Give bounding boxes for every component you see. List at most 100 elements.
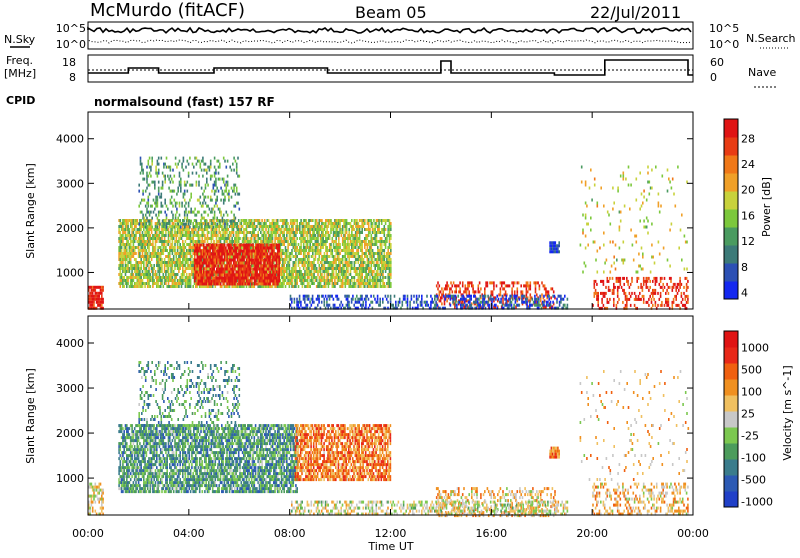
power-data-cell (316, 276, 318, 279)
power-data-cell (350, 237, 352, 240)
power-data-cell (133, 255, 135, 258)
power-data-cell (178, 240, 180, 243)
power-data-cell (185, 246, 187, 249)
power-data-cell (155, 166, 157, 169)
power-data-cell (164, 181, 166, 184)
power-data-cell (286, 237, 288, 240)
power-data-cell (175, 217, 177, 220)
power-data-cell (286, 219, 288, 222)
power-data-cell (233, 187, 235, 190)
power-data-cell (200, 163, 202, 166)
power-data-cell (213, 208, 215, 211)
power-data-cell (140, 172, 142, 175)
power-data-cell (361, 231, 363, 234)
power-data-cell (184, 199, 186, 202)
power-data-cell (165, 246, 167, 249)
power-data-cell (278, 271, 280, 274)
power-data-cell (224, 223, 226, 226)
power-data-cell (285, 285, 287, 288)
power-data-cell (359, 237, 361, 240)
power-data-cell (201, 187, 203, 190)
power-data-cell (146, 181, 148, 184)
power-data-cell (198, 184, 200, 187)
power-data-cell (233, 234, 235, 237)
power-data-cell (145, 214, 147, 217)
power-data-cell (181, 205, 183, 208)
power-data-cell (309, 285, 311, 288)
power-data-cell (118, 228, 120, 231)
power-data-cell (390, 228, 392, 231)
power-data-cell (190, 285, 192, 288)
power-data-cell (133, 273, 135, 276)
power-data-cell (386, 240, 388, 243)
power-data-cell (183, 157, 185, 160)
power-data-cell (220, 199, 222, 202)
power-data-cell (209, 226, 211, 229)
power-data-cell (205, 211, 207, 214)
power-data-cell (278, 259, 280, 262)
power-data-cell (376, 237, 378, 240)
power-data-cell (363, 264, 365, 267)
power-data-cell (164, 243, 166, 246)
power-data-cell (339, 243, 341, 246)
power-data-cell (278, 256, 280, 259)
power-data-cell (381, 222, 383, 225)
freq-tick-top: 18 (62, 56, 76, 69)
power-data-cell (187, 190, 189, 193)
power-data-cell (204, 234, 206, 237)
power-data-cell (163, 166, 165, 169)
power-data-cell (373, 261, 375, 264)
power-data-cell (214, 205, 216, 208)
power-data-cell (300, 246, 302, 249)
power-data-cell (203, 190, 205, 193)
power-data-cell (200, 202, 202, 205)
power-data-cell (313, 231, 315, 234)
power-data-cell (385, 285, 387, 288)
power-data-cell (281, 255, 283, 258)
power-data-cell (286, 270, 288, 273)
power-data-cell (377, 285, 379, 288)
power-data-cell (233, 169, 235, 172)
power-data-cell (355, 261, 357, 264)
power-data-cell (179, 214, 181, 217)
power-data-cell (358, 222, 360, 225)
power-data-cell (233, 190, 235, 193)
power-data-cell (219, 178, 221, 181)
power-data-cell (390, 258, 392, 261)
freq-unit: [MHz] (4, 67, 36, 80)
power-data-cell (226, 231, 228, 234)
power-data-cell (230, 262, 232, 265)
power-data-cell (365, 240, 367, 243)
power-data-cell (122, 261, 124, 264)
power-data-cell (206, 169, 208, 172)
power-data-cell (226, 166, 228, 169)
power-data-cell (335, 261, 337, 264)
power-data-cell (294, 222, 296, 225)
power-data-cell (282, 225, 284, 228)
power-data-cell (231, 187, 233, 190)
power-data-cell (177, 223, 179, 226)
power-data-cell (130, 234, 132, 237)
power-data-cell (217, 265, 219, 268)
power-data-cell (184, 217, 186, 220)
power-data-cell (165, 231, 167, 234)
power-data-cell (273, 250, 275, 253)
power-data-cell (226, 187, 228, 190)
power-data-cell (236, 163, 238, 166)
power-data-cell (320, 282, 322, 285)
power-data-cell (122, 264, 124, 267)
power-data-cell (164, 175, 166, 178)
power-data-cell (308, 282, 310, 285)
power-data-cell (218, 172, 220, 175)
power-data-cell (180, 226, 182, 229)
power-data-cell (322, 246, 324, 249)
power-data-cell (120, 231, 122, 234)
power-data-cell (324, 276, 326, 279)
power-data-cell (364, 279, 366, 282)
power-data-cell (218, 190, 220, 193)
power-data-cell (333, 270, 335, 273)
power-data-cell (161, 193, 163, 196)
power-data-cell (172, 276, 174, 279)
power-data-cell (281, 228, 283, 231)
power-data-cell (377, 270, 379, 273)
